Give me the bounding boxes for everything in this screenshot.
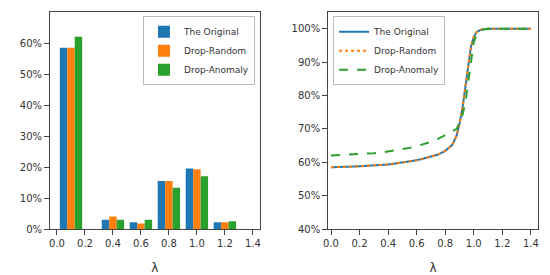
svg-text:0.2: 0.2 (352, 238, 368, 249)
svg-text:40%: 40% (298, 224, 320, 235)
svg-text:1.2: 1.2 (217, 238, 233, 249)
svg-text:0.0: 0.0 (323, 238, 339, 249)
svg-text:Drop-Anomaly: Drop-Anomaly (184, 65, 249, 75)
svg-text:1.0: 1.0 (466, 238, 482, 249)
svg-text:0.8: 0.8 (161, 238, 177, 249)
svg-text:0.4: 0.4 (105, 238, 121, 249)
svg-text:0.8: 0.8 (437, 238, 453, 249)
svg-text:1.4: 1.4 (245, 238, 261, 249)
svg-text:60%: 60% (298, 157, 320, 168)
svg-text:50%: 50% (20, 69, 42, 80)
svg-text:100%: 100% (292, 23, 321, 34)
svg-text:0.4: 0.4 (380, 238, 396, 249)
svg-text:40%: 40% (20, 100, 42, 111)
svg-text:The Original: The Original (183, 27, 239, 37)
svg-text:Drop-Random: Drop-Random (374, 46, 436, 56)
svg-text:50%: 50% (298, 190, 320, 201)
svg-text:1.4: 1.4 (523, 238, 539, 249)
svg-text:Drop-Anomaly: Drop-Anomaly (374, 65, 439, 75)
svg-text:The Original: The Original (373, 27, 429, 37)
svg-text:30%: 30% (20, 131, 42, 142)
svg-text:90%: 90% (298, 57, 320, 68)
svg-text:80%: 80% (298, 90, 320, 101)
svg-text:λ: λ (430, 261, 437, 275)
svg-text:1.0: 1.0 (189, 238, 205, 249)
svg-text:λ: λ (151, 261, 158, 275)
svg-text:70%: 70% (298, 123, 320, 134)
svg-text:1.2: 1.2 (494, 238, 510, 249)
svg-text:0.6: 0.6 (133, 238, 149, 249)
svg-text:10%: 10% (20, 193, 42, 204)
svg-text:60%: 60% (20, 38, 42, 49)
svg-text:Drop-Random: Drop-Random (184, 46, 246, 56)
svg-text:0.6: 0.6 (409, 238, 425, 249)
svg-text:0%: 0% (26, 224, 42, 235)
svg-text:0.2: 0.2 (77, 238, 93, 249)
svg-text:0.0: 0.0 (49, 238, 65, 249)
svg-text:20%: 20% (20, 162, 42, 173)
